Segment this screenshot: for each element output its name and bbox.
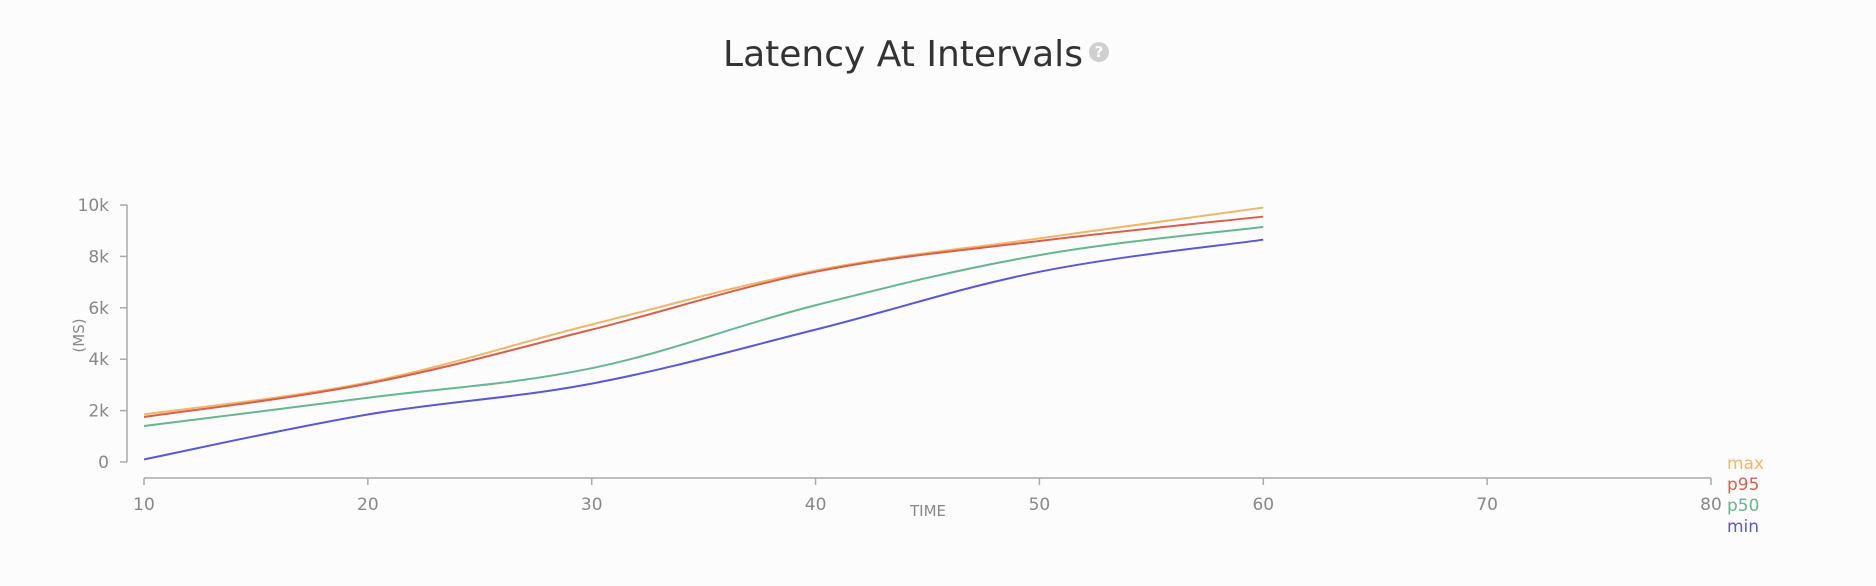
question-circle-icon[interactable]: ? [1088, 42, 1109, 62]
chart-lines [143, 206, 1264, 461]
series-line-p95 [143, 215, 1264, 419]
series-line-min [143, 238, 1264, 461]
x-tick-label: 20 [357, 495, 379, 515]
y-tick-label: 10k [78, 196, 110, 216]
y-tick-label: 8k [88, 247, 109, 267]
x-axis-label: TIME [909, 502, 946, 520]
chart-axes: 0 2k 4k 6k 8k 10k (MS) 10 20 30 40 50 60 70 80 TIME [70, 196, 1722, 520]
series-line-p50 [143, 225, 1264, 428]
legend-item-p50: p50 [1727, 496, 1759, 516]
x-tick-label: 50 [1029, 495, 1051, 515]
y-tick-label: 0 [98, 453, 109, 473]
series-line-max [143, 206, 1264, 416]
x-tick-label: 60 [1252, 495, 1274, 515]
y-axis-label: (MS) [70, 318, 88, 352]
y-tick-label: 2k [88, 402, 109, 422]
legend-item-p95: p95 [1727, 475, 1759, 495]
chart-title: Latency At Intervals? [0, 34, 1832, 75]
y-tick-label: 6k [88, 299, 109, 319]
x-tick-label: 70 [1476, 495, 1498, 515]
legend-item-min: min [1727, 517, 1759, 537]
x-tick-label: 40 [805, 495, 827, 515]
legend-item-max: max [1727, 454, 1764, 474]
y-tick-label: 4k [88, 350, 109, 370]
chart-title-text: Latency At Intervals [723, 34, 1083, 75]
x-tick-label: 10 [133, 495, 155, 515]
x-tick-label: 30 [581, 495, 603, 515]
x-tick-label: 80 [1700, 495, 1722, 515]
